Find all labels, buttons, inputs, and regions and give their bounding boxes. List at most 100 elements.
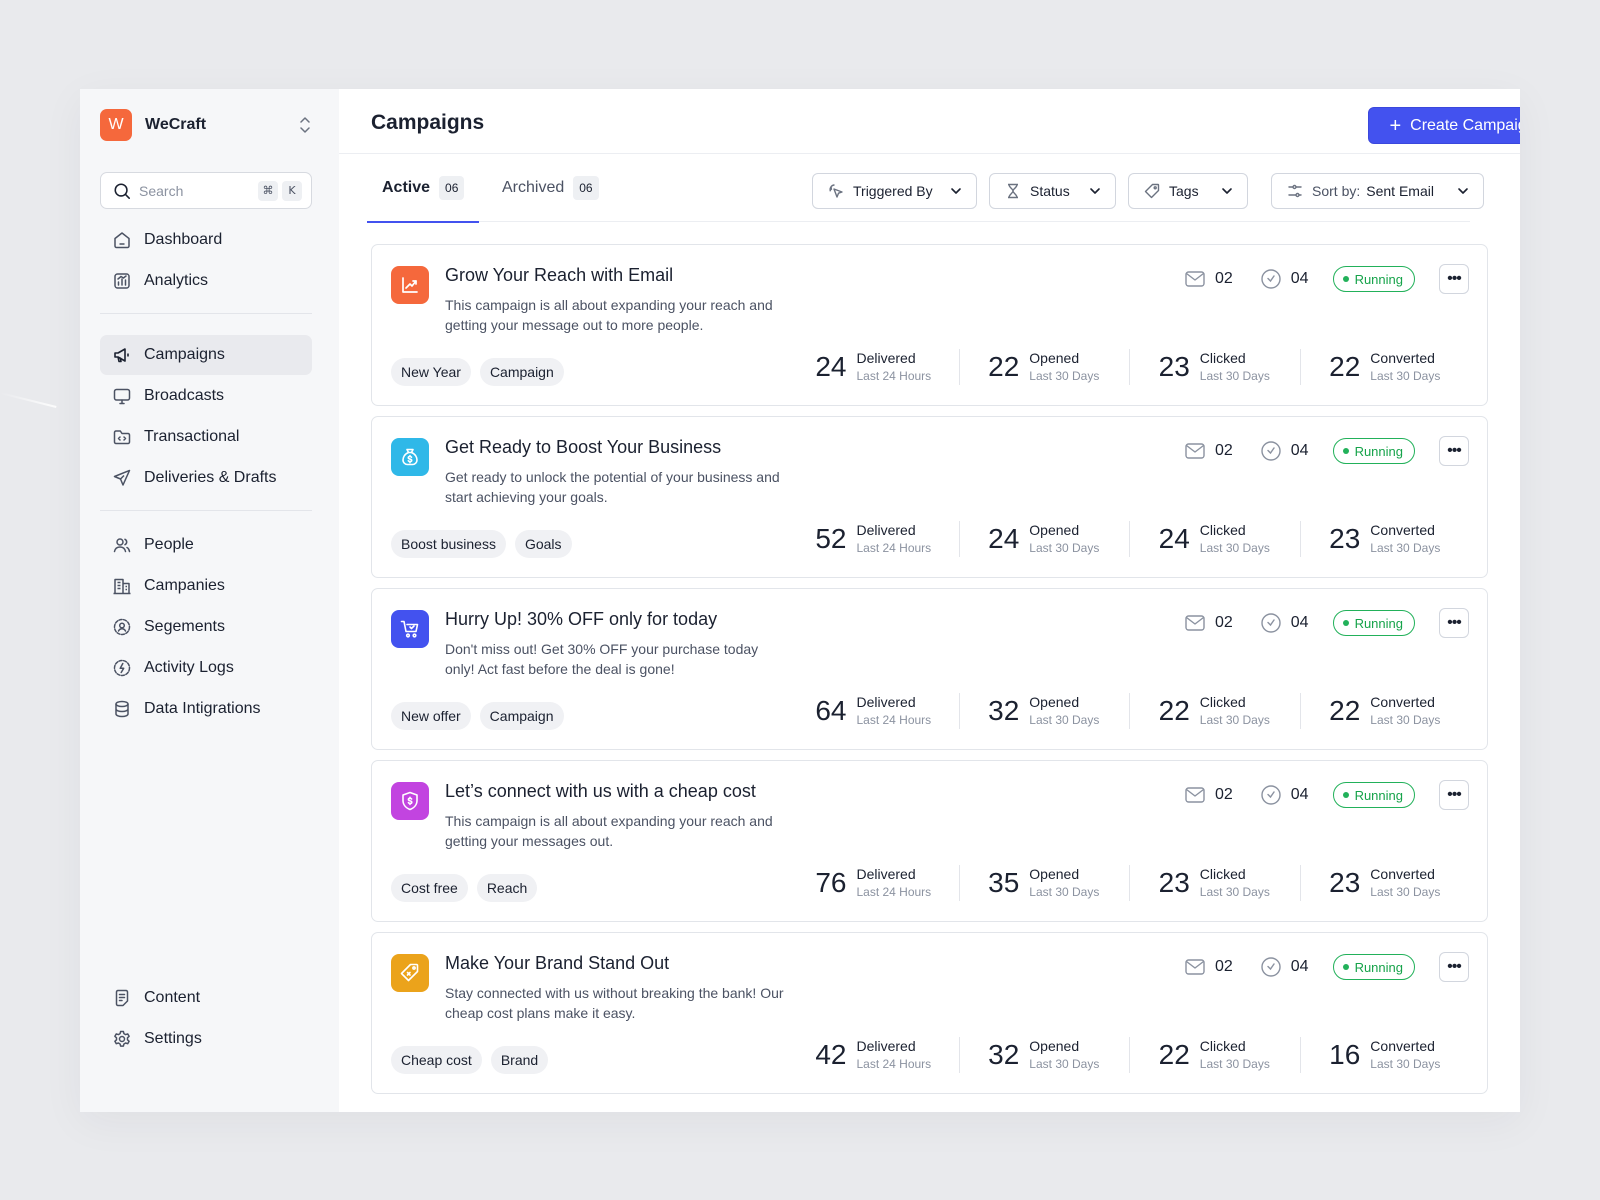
campaign-title[interactable]: Hurry Up! 30% OFF only for today [445,609,718,629]
active-tab-indicator [367,221,479,223]
sidebar-item-campanies[interactable]: Campanies [100,566,312,606]
campaign-title[interactable]: Make Your Brand Stand Out [445,953,670,973]
scheduled-count: 04 [1290,786,1309,803]
campaign-card[interactable]: Get Ready to Boost Your Business Get rea… [371,416,1488,578]
stat-label: Clicked [1199,522,1246,538]
stat-opened: 32 Opened Last 30 Days [958,1035,1130,1075]
stat-period: Last 30 Days [1029,541,1100,555]
stat-value: 35 [988,867,1020,898]
sidebar-item-settings[interactable]: Settings [100,1019,312,1059]
stat-value: 32 [988,1039,1020,1070]
sidebar-item-activity-logs[interactable]: Activity Logs [100,648,312,688]
sidebar-item-analytics[interactable]: Analytics [100,261,312,301]
stat-label: Delivered [856,522,916,538]
more-options-button[interactable]: ••• [1439,952,1469,982]
stat-opened: 22 Opened Last 30 Days [958,347,1130,387]
campaign-title[interactable]: Grow Your Reach with Email [445,265,674,285]
campaign-tag[interactable]: New offer [391,702,471,730]
campaign-tags: Cost free Reach [391,874,538,902]
campaign-tag[interactable]: Cheap cost [391,1046,482,1074]
more-options-button[interactable]: ••• [1439,436,1469,466]
sidebar-divider [100,510,312,511]
more-dots-icon: ••• [1447,270,1462,287]
sidebar-item-data-intigrations[interactable]: Data Intigrations [100,689,312,729]
triggered-by-filter[interactable]: Triggered By [812,173,977,209]
sidebar-item-deliveries-drafts[interactable]: Deliveries & Drafts [100,458,312,498]
create-campaign-button[interactable]: + Create Campaign [1368,107,1520,144]
workspace-switcher[interactable]: W WeCraft [100,108,312,142]
stat-label: Opened [1029,866,1080,882]
sidebar-item-label: Broadcasts [144,387,225,404]
campaign-tag[interactable]: Boost business [391,530,506,558]
campaign-meta: 02 04 Running ••• [1184,436,1469,466]
stat-label: Delivered [856,866,916,882]
status-badge: Running [1332,266,1415,292]
stat-clicked: 24 Clicked Last 30 Days [1129,519,1300,559]
sidebar-item-content[interactable]: Content [100,978,312,1018]
stat-delivered: 64 Delivered Last 24 Hours [788,691,959,731]
more-options-button[interactable]: ••• [1439,264,1469,294]
email-count: 02 [1214,614,1233,631]
campaign-tag[interactable]: Campaign [479,702,564,730]
more-options-button[interactable]: ••• [1439,608,1469,638]
stat-label: Clicked [1199,694,1246,710]
sort-dropdown[interactable]: Sort by: Sent Email [1271,173,1484,209]
sidebar-item-dashboard[interactable]: Dashboard [100,220,312,260]
campaign-card[interactable]: Hurry Up! 30% OFF only for today Don't m… [371,588,1488,750]
scheduled-count: 04 [1290,958,1309,975]
campaign-description: This campaign is all about expanding you… [445,297,773,333]
status-badge: Running [1332,610,1415,636]
gear-icon [112,1029,132,1049]
sort-sliders-icon [1286,182,1304,200]
campaign-tag[interactable]: Campaign [479,358,564,386]
shortcut-key-k: K [282,180,302,201]
campaign-tag[interactable]: New Year [391,358,471,386]
campaign-tag[interactable]: Cost free [391,874,468,902]
search-input[interactable] [139,182,239,199]
tab-archived[interactable]: Archived 06 [502,154,599,222]
stat-period: Last 30 Days [1029,1057,1100,1071]
sidebar-item-broadcasts[interactable]: Broadcasts [100,376,312,416]
campaign-card[interactable]: Make Your Brand Stand Out Stay connected… [371,932,1488,1094]
search-box[interactable]: ⌘ K [100,172,312,209]
campaign-tags: Cheap cost Brand [391,1046,549,1074]
stat-period: Last 30 Days [1199,1057,1270,1071]
campaign-title[interactable]: Let’s connect with us with a cheap cost [445,781,756,801]
mail-icon [1185,959,1205,975]
sidebar-item-campaigns[interactable]: Campaigns [100,335,312,375]
tags-filter[interactable]: Tags [1128,173,1248,209]
campaign-meta: 02 04 Running ••• [1184,264,1469,294]
sidebar-item-transactional[interactable]: Transactional [100,417,312,457]
stat-label: Converted [1370,694,1435,710]
campaign-description: Stay connected with us without breaking … [445,985,784,1021]
sidebar-item-label: Settings [144,1030,202,1047]
campaign-tags: New offer Campaign [391,702,564,730]
stat-value: 24 [988,523,1020,554]
stat-label: Clicked [1199,866,1246,882]
stat-period: Last 30 Days [1199,885,1270,899]
stat-value: 32 [988,695,1020,726]
stat-text: Converted Last 30 Days [1370,350,1440,384]
clock-icon [1261,441,1281,461]
stat-delivered: 42 Delivered Last 24 Hours [788,1035,959,1075]
stat-text: Opened Last 30 Days [1029,350,1099,384]
campaign-title[interactable]: Get Ready to Boost Your Business [445,437,722,457]
stat-label: Converted [1370,866,1435,882]
more-options-button[interactable]: ••• [1439,780,1469,810]
tab-active[interactable]: Active 06 [367,154,479,223]
campaign-card[interactable]: Grow Your Reach with Email This campaign… [371,244,1488,406]
stat-delivered: 24 Delivered Last 24 Hours [788,347,959,387]
campaign-card[interactable]: Let’s connect with us with a cheap cost … [371,760,1488,922]
stat-value: 22 [988,351,1020,382]
campaign-tag[interactable]: Brand [490,1046,549,1074]
stat-label: Opened [1029,350,1080,366]
sidebar-item-segements[interactable]: Segements [100,607,312,647]
campaign-tag[interactable]: Reach [476,874,538,902]
clock-icon [1261,613,1281,633]
email-count: 02 [1214,442,1233,459]
campaign-tag[interactable]: Goals [514,530,572,558]
stat-clicked: 22 Clicked Last 30 Days [1129,691,1300,731]
status-filter[interactable]: Status [989,173,1116,209]
status-badge: Running [1332,438,1415,464]
sidebar-item-people[interactable]: People [100,525,312,565]
